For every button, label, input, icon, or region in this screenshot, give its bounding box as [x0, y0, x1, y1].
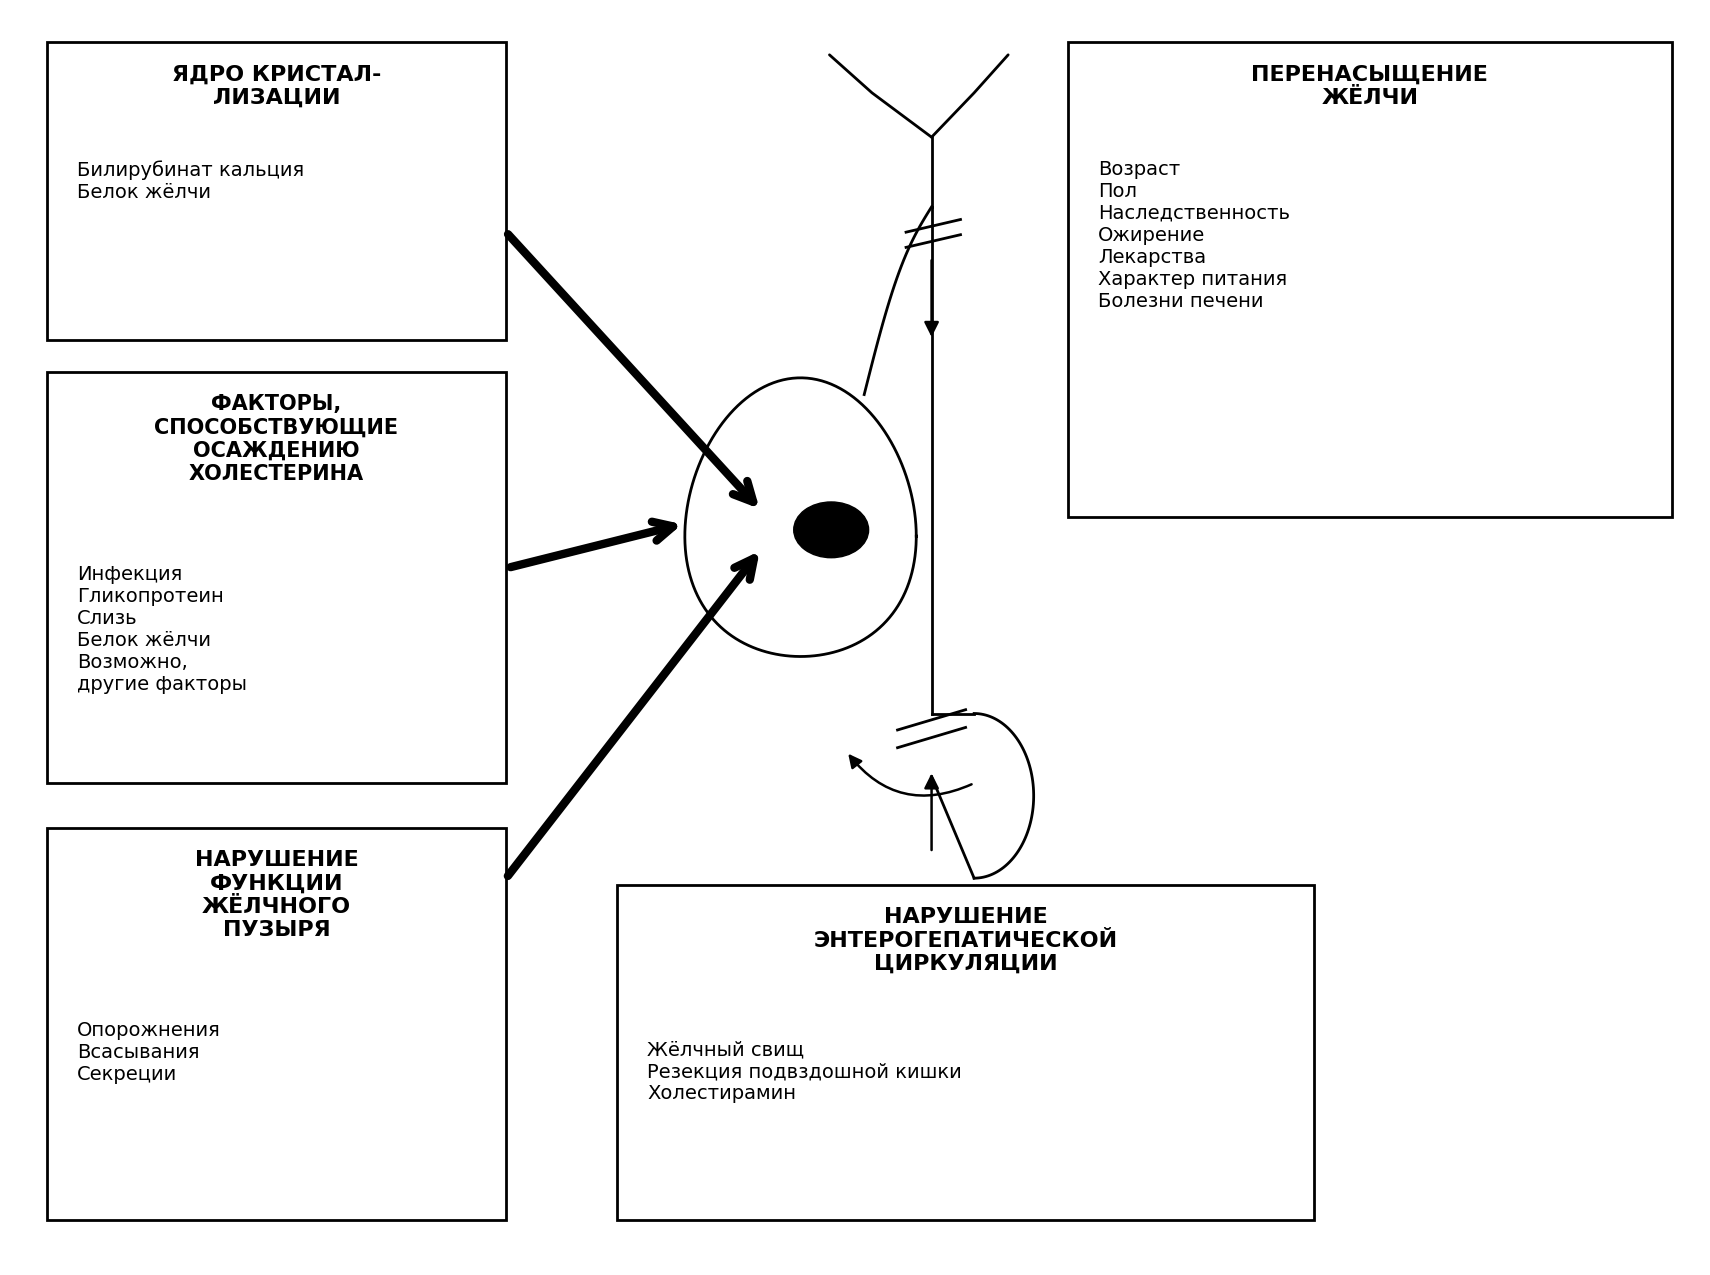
Text: Жёлчный свищ
Резекция подвздошной кишки
Холестирамин: Жёлчный свищ Резекция подвздошной кишки … [648, 1040, 963, 1103]
Text: ЯДРО КРИСТАЛ-
ЛИЗАЦИИ: ЯДРО КРИСТАЛ- ЛИЗАЦИИ [171, 65, 381, 108]
Text: ПЕРЕНАСЫЩЕНИЕ
ЖЁЛЧИ: ПЕРЕНАСЫЩЕНИЕ ЖЁЛЧИ [1252, 65, 1488, 108]
Text: Билирубинат кальция
Белок жёлчи: Билирубинат кальция Белок жёлчи [77, 159, 304, 201]
Text: Опорожнения
Всасывания
Секреции: Опорожнения Всасывания Секреции [77, 1021, 221, 1084]
Text: Возраст
Пол
Наследственность
Ожирение
Лекарства
Характер питания
Болезни печени: Возраст Пол Наследственность Ожирение Ле… [1098, 159, 1291, 311]
Text: Инфекция
Гликопротеин
Слизь
Белок жёлчи
Возможно,
другие факторы: Инфекция Гликопротеин Слизь Белок жёлчи … [77, 565, 248, 695]
Text: ФАКТОРЫ,
СПОСОБСТВУЮЩИЕ
ОСАЖДЕНИЮ
ХОЛЕСТЕРИНА: ФАКТОРЫ, СПОСОБСТВУЮЩИЕ ОСАЖДЕНИЮ ХОЛЕСТ… [154, 394, 398, 484]
Text: НАРУШЕНИЕ
ЭНТЕРОГЕПАТИЧЕСКОЙ
ЦИРКУЛЯЦИИ: НАРУШЕНИЕ ЭНТЕРОГЕПАТИЧЕСКОЙ ЦИРКУЛЯЦИИ [814, 908, 1118, 974]
FancyBboxPatch shape [46, 371, 506, 783]
FancyBboxPatch shape [1067, 42, 1672, 518]
FancyBboxPatch shape [46, 42, 506, 340]
FancyBboxPatch shape [46, 827, 506, 1220]
FancyBboxPatch shape [617, 885, 1315, 1220]
Circle shape [793, 502, 869, 557]
Text: НАРУШЕНИЕ
ФУНКЦИИ
ЖЁЛЧНОГО
ПУЗЫРЯ: НАРУШЕНИЕ ФУНКЦИИ ЖЁЛЧНОГО ПУЗЫРЯ [195, 850, 359, 940]
